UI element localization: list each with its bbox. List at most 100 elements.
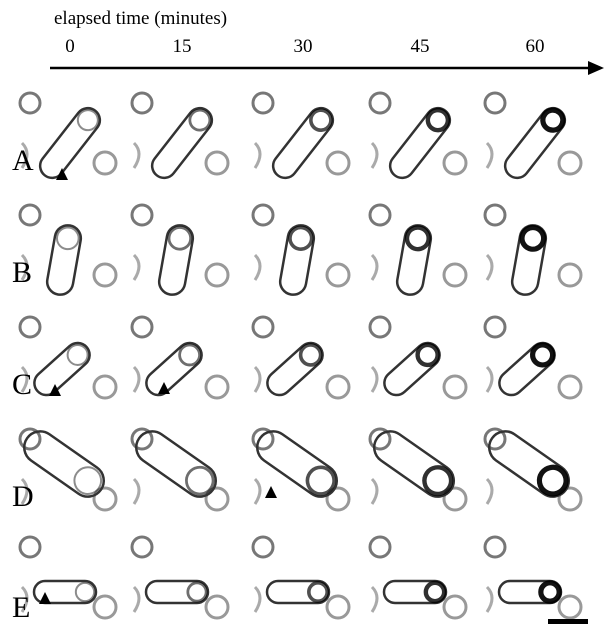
debris xyxy=(132,477,141,505)
cell-outline xyxy=(33,341,91,397)
debris xyxy=(485,477,494,505)
time-label: 0 xyxy=(65,36,75,57)
micrograph xyxy=(368,91,468,180)
vesicle xyxy=(557,594,583,620)
debris xyxy=(485,365,494,393)
vesicle xyxy=(18,315,42,339)
cell xyxy=(144,579,210,605)
spore-cap xyxy=(305,465,336,496)
micrograph xyxy=(18,91,118,180)
cell xyxy=(372,430,456,498)
cell-outline xyxy=(22,430,106,498)
spore-cap xyxy=(309,108,333,132)
spore-cap xyxy=(404,225,431,252)
spore-cap xyxy=(178,343,202,367)
vesicle xyxy=(204,150,230,176)
cell-outline xyxy=(271,106,335,180)
cell xyxy=(255,430,339,498)
cell xyxy=(38,106,102,180)
debris xyxy=(370,253,379,281)
cell-outline xyxy=(503,106,567,180)
arrowhead xyxy=(49,384,61,396)
vesicle xyxy=(325,150,351,176)
spore-cap xyxy=(423,580,447,604)
spore-cap xyxy=(185,465,215,496)
cell-outline xyxy=(487,430,571,498)
vesicle xyxy=(18,91,42,115)
debris xyxy=(20,477,29,505)
debris xyxy=(253,253,262,281)
spore-cap xyxy=(519,224,547,252)
cell xyxy=(278,224,316,296)
cell-outline xyxy=(45,224,83,296)
vesicle xyxy=(442,262,468,288)
vesicle xyxy=(130,535,154,559)
debris xyxy=(132,585,141,613)
spore-cap xyxy=(536,464,569,497)
cell xyxy=(45,224,83,296)
spore-cap xyxy=(73,466,103,495)
cell xyxy=(265,579,331,605)
vesicle xyxy=(251,535,275,559)
micrograph xyxy=(18,203,118,296)
spore-cap xyxy=(415,342,440,368)
debris xyxy=(485,141,494,169)
debris xyxy=(253,365,262,393)
micrograph xyxy=(368,535,468,620)
cell xyxy=(157,224,195,296)
arrow-head xyxy=(588,61,604,75)
vesicle xyxy=(368,91,392,115)
vesicle xyxy=(483,535,507,559)
micrograph xyxy=(18,315,118,400)
time-label: 15 xyxy=(173,36,192,57)
vesicle xyxy=(251,203,275,227)
row-label: C xyxy=(12,368,32,401)
micrograph xyxy=(130,315,230,400)
time-label: 60 xyxy=(526,36,545,57)
micrograph xyxy=(251,535,351,620)
micrograph xyxy=(483,203,583,296)
micrograph xyxy=(130,427,230,512)
vesicle xyxy=(204,594,230,620)
debris xyxy=(253,141,262,169)
debris xyxy=(132,141,141,169)
row-label: B xyxy=(12,256,32,289)
micrograph xyxy=(483,315,583,400)
debris xyxy=(132,253,141,281)
debris xyxy=(20,365,29,393)
vesicle xyxy=(442,150,468,176)
spore-cap xyxy=(298,343,323,367)
spore-cap xyxy=(540,107,566,133)
cell xyxy=(503,106,567,180)
vesicle xyxy=(92,486,118,512)
arrowhead xyxy=(56,168,68,180)
cell xyxy=(383,341,441,397)
debris xyxy=(20,253,29,281)
vesicle xyxy=(442,374,468,400)
vesicle xyxy=(18,535,42,559)
cell-outline xyxy=(32,579,98,605)
debris xyxy=(485,253,494,281)
micrograph xyxy=(130,91,230,180)
vesicle xyxy=(251,91,275,115)
vesicle xyxy=(557,374,583,400)
vesicle xyxy=(368,315,392,339)
arrowhead xyxy=(158,382,170,394)
cell xyxy=(33,341,91,397)
cell xyxy=(382,579,448,605)
row-label: D xyxy=(12,480,34,513)
spore-cap xyxy=(167,226,193,251)
vesicle xyxy=(483,91,507,115)
cell xyxy=(150,106,214,180)
vesicle xyxy=(325,374,351,400)
spore-cap xyxy=(188,108,212,132)
cell xyxy=(497,579,563,605)
spore-cap xyxy=(76,109,99,132)
vesicle xyxy=(368,427,392,451)
cell-outline xyxy=(265,579,331,605)
debris xyxy=(370,365,379,393)
micrograph xyxy=(130,535,230,620)
debris xyxy=(20,585,29,613)
vesicle xyxy=(368,203,392,227)
vesicle xyxy=(483,315,507,339)
